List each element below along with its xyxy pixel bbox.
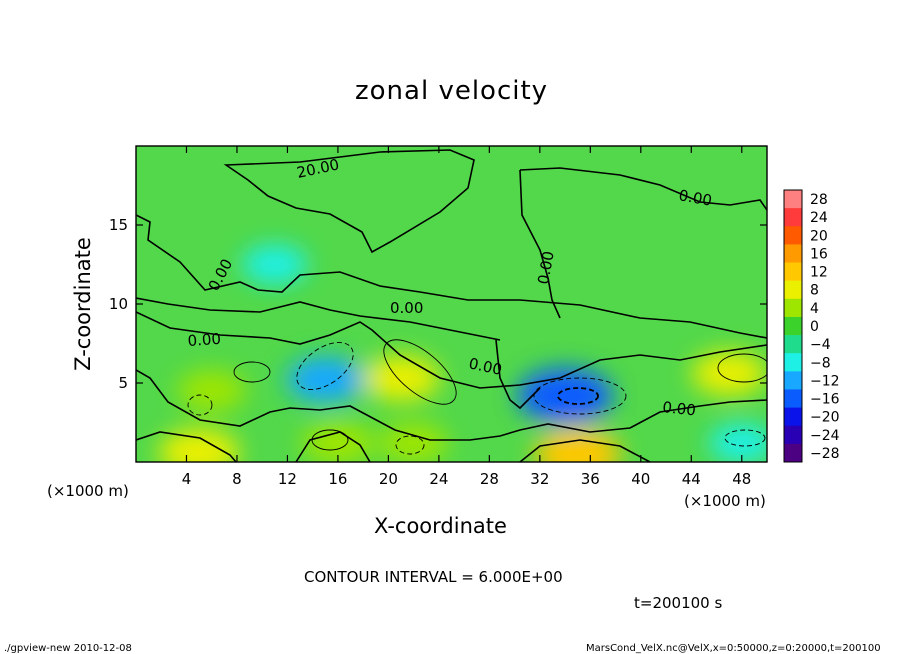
- colorbar-label: 0: [810, 319, 819, 335]
- colorbar-swatch: [784, 425, 802, 445]
- colorbar-label: 16: [810, 246, 828, 262]
- contour-line: [296, 342, 354, 390]
- field-blob: [242, 244, 308, 285]
- negative-contours: [187, 342, 766, 455]
- colorbar-label: 28: [810, 192, 828, 208]
- contour-line: [136, 431, 237, 462]
- colorbar-label: 8: [810, 283, 819, 299]
- contour-line: [136, 214, 767, 339]
- field-blob: [691, 351, 767, 396]
- contour-interval: CONTOUR INTERVAL = 6.000E+00: [304, 568, 563, 586]
- x-tick-label: 36: [581, 470, 600, 488]
- colorbar-label: −8: [810, 355, 831, 371]
- contour-line: [495, 339, 541, 410]
- x-tick-label: 16: [328, 470, 347, 488]
- plot-background: [136, 146, 767, 462]
- colorbar-swatch: [784, 407, 802, 427]
- contour-label: 0.00: [662, 398, 697, 419]
- footer-left: ./gpview-new 2010-12-08: [4, 643, 132, 654]
- colorbar-label: −12: [810, 373, 840, 389]
- colorbar-label: −4: [810, 337, 831, 353]
- colorbar-swatch: [784, 389, 802, 408]
- plot-field: 20.00 0.00 0.00 0.00 0.00 0.00 0.00 0.00: [136, 146, 767, 462]
- contour-line: [233, 361, 271, 383]
- footer-right: MarsCond_VelX.nc@VelX,x=0:50000,z=0:2000…: [586, 643, 881, 654]
- colorbar-swatch: [784, 371, 802, 390]
- contour-label: 0.00: [187, 330, 222, 350]
- colorbar-swatch: [784, 298, 802, 318]
- time-label: t=200100 s: [634, 594, 723, 612]
- colorbar-swatch: [784, 208, 802, 227]
- x-tick-label: 48: [732, 470, 751, 488]
- contour-line: [223, 149, 475, 254]
- colorbar: 28 24 20 16 12 8 4 0 −4 −8 −12 −16 −20 −24 −28: [783, 189, 840, 463]
- field-blob: [158, 428, 240, 462]
- colorbar-swatch: [784, 316, 802, 336]
- contour-line: [136, 297, 501, 341]
- x-tick-label: 24: [429, 470, 448, 488]
- x-tick-label: 8: [232, 470, 242, 488]
- colorbar-label: −24: [810, 428, 840, 444]
- x-tick-label: 32: [530, 470, 549, 488]
- field-blob: [286, 356, 365, 403]
- y-unit-label: (×1000 m): [47, 482, 129, 500]
- contour-line: [533, 377, 627, 415]
- x-axis-label: X-coordinate: [374, 514, 507, 538]
- colorbar-label: −20: [810, 410, 840, 426]
- x-tick-label: 44: [682, 470, 701, 488]
- colorbar-swatch: [784, 353, 802, 372]
- colorbar-swatch: [784, 335, 802, 354]
- colorbar-label: 24: [810, 210, 828, 226]
- colorbar-label: −28: [810, 446, 840, 462]
- contour-line: [136, 369, 767, 441]
- field-blob: [708, 423, 767, 462]
- x-tick-label: 28: [480, 470, 499, 488]
- x-tick-label: 12: [278, 470, 297, 488]
- colorbar-label: −16: [810, 392, 840, 408]
- colorbar-swatch: [784, 190, 802, 209]
- x-tick-label: 40: [631, 470, 650, 488]
- contour-line: [519, 439, 651, 462]
- colorbar-swatch: [784, 226, 802, 245]
- contour-line: [136, 311, 767, 389]
- contour-line: [187, 394, 213, 416]
- colorbar-label: 4: [810, 301, 819, 317]
- contour-line: [724, 429, 766, 447]
- colorbar-label: 20: [810, 228, 828, 244]
- colorbar-swatch: [784, 262, 802, 282]
- chart-title: zonal velocity: [355, 76, 549, 106]
- contour-label: 0.00: [534, 250, 558, 286]
- contour-line: [383, 339, 457, 405]
- field-blob: [362, 355, 440, 402]
- contour-line: [557, 387, 599, 405]
- y-tick-label: 15: [109, 216, 128, 234]
- contour-lines: [136, 149, 767, 462]
- contour-line: [717, 353, 767, 383]
- y-tick-label: 5: [118, 374, 128, 392]
- colorbar-swatch: [784, 280, 802, 300]
- contour-label: 0.00: [390, 299, 423, 317]
- x-tick-label: 4: [182, 470, 192, 488]
- x-tick-label: 20: [379, 470, 398, 488]
- field-blob: [379, 422, 448, 462]
- y-axis-label: Z-coordinate: [71, 237, 95, 371]
- contour-label: 0.00: [677, 186, 713, 210]
- inner-contours: [233, 339, 767, 451]
- colorbar-swatch: [784, 443, 802, 463]
- x-unit-label: (×1000 m): [684, 492, 766, 510]
- y-tick-label: 10: [109, 295, 128, 313]
- colorbar-frame: [783, 189, 803, 463]
- contour-line: [519, 167, 767, 211]
- field-blob: [177, 370, 247, 412]
- colorbar-swatch: [784, 244, 802, 263]
- colorbar-label: 12: [810, 265, 828, 281]
- contour-line: [311, 429, 349, 451]
- field-blob: [534, 428, 622, 462]
- contour-line: [395, 435, 425, 455]
